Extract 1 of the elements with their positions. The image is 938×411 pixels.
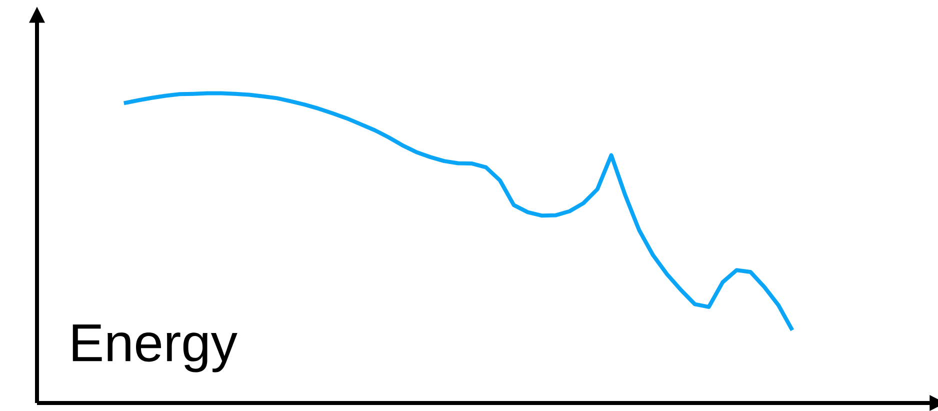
annotation: Energy [72,324,238,372]
